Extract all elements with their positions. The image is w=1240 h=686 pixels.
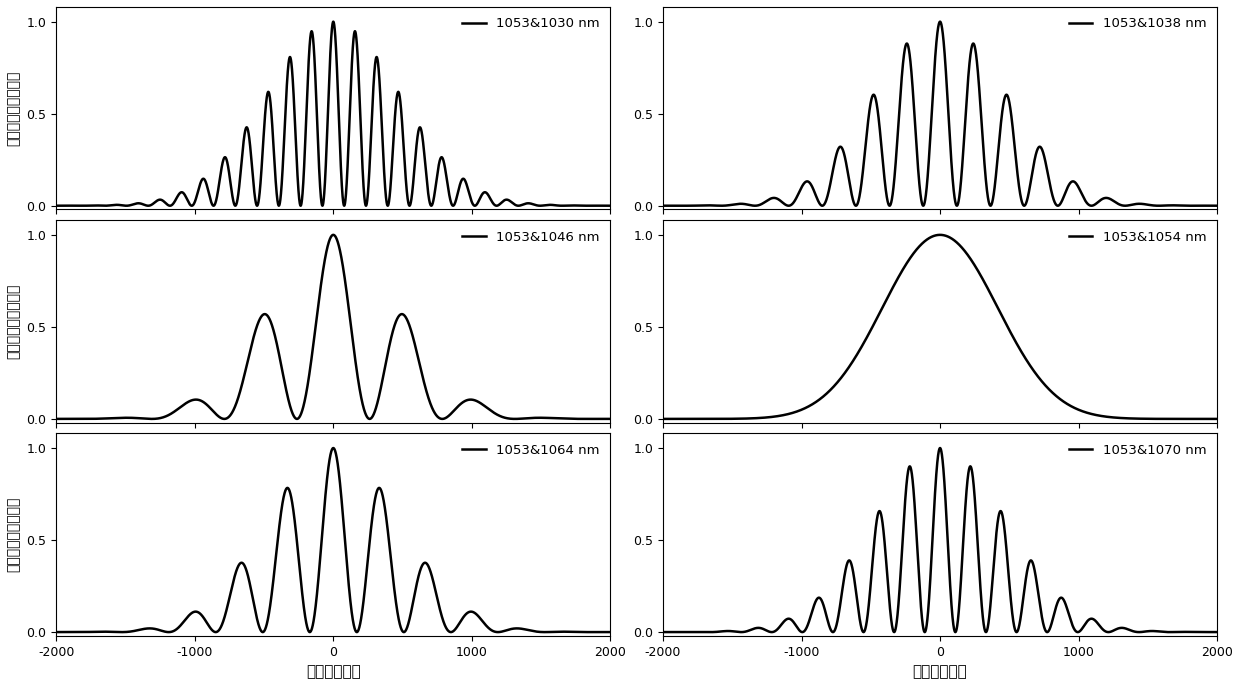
Legend: 1053&1070 nm: 1053&1070 nm — [1065, 440, 1210, 461]
Legend: 1053&1038 nm: 1053&1038 nm — [1065, 14, 1210, 34]
Y-axis label: 光强（归一化单位）: 光强（归一化单位） — [7, 284, 21, 359]
Legend: 1053&1046 nm: 1053&1046 nm — [458, 227, 604, 248]
Y-axis label: 光强（归一化单位）: 光强（归一化单位） — [7, 71, 21, 146]
X-axis label: 时间（飞秒）: 时间（飞秒） — [306, 664, 361, 679]
Legend: 1053&1054 nm: 1053&1054 nm — [1065, 227, 1210, 248]
X-axis label: 时间（飞秒）: 时间（飞秒） — [913, 664, 967, 679]
Legend: 1053&1064 nm: 1053&1064 nm — [458, 440, 604, 461]
Y-axis label: 光强（归一化单位）: 光强（归一化单位） — [7, 497, 21, 572]
Legend: 1053&1030 nm: 1053&1030 nm — [458, 14, 604, 34]
